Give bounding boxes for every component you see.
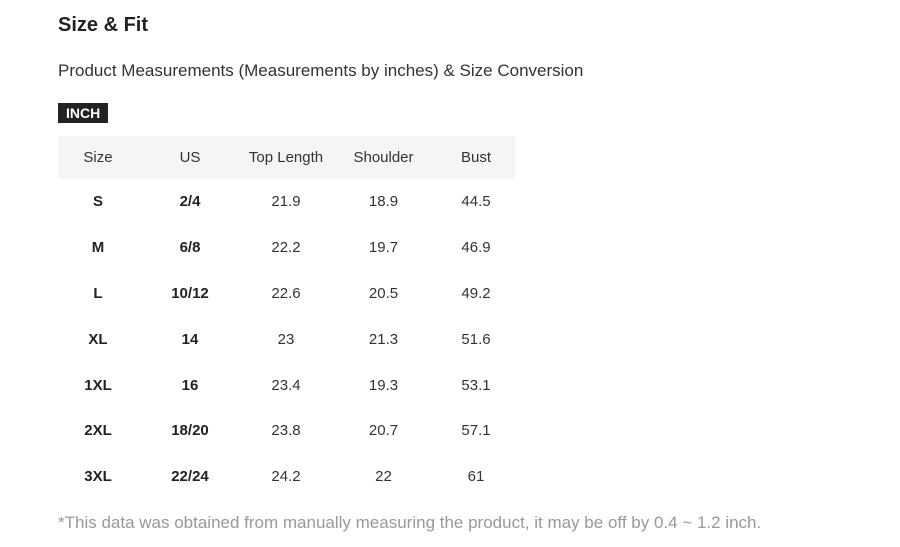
cell-us: 10/12 bbox=[171, 284, 209, 302]
cell-bust: 44.5 bbox=[461, 193, 491, 211]
cell-size: XL bbox=[88, 330, 108, 348]
header-top-length: Top Length bbox=[242, 136, 330, 179]
cell-size: L bbox=[93, 284, 103, 302]
table-row: 3XL 22/24 24.2 22 61 bbox=[58, 454, 515, 500]
header-bust: Bust bbox=[437, 136, 515, 179]
cell-us: 14 bbox=[181, 330, 199, 348]
table-row: M 6/8 22.2 19.7 46.9 bbox=[58, 225, 515, 271]
cell-bust: 57.1 bbox=[461, 422, 491, 440]
cell-top-length: 21.9 bbox=[271, 193, 301, 211]
cell-bust: 46.9 bbox=[461, 239, 491, 257]
cell-us: 2/4 bbox=[179, 193, 201, 211]
cell-top-length: 24.2 bbox=[271, 468, 301, 486]
cell-top-length: 23.8 bbox=[271, 422, 301, 440]
cell-shoulder: 22 bbox=[375, 468, 392, 486]
cell-size: 2XL bbox=[84, 422, 112, 440]
measurement-disclaimer: *This data was obtained from manually me… bbox=[58, 513, 762, 532]
cell-bust: 61 bbox=[467, 468, 485, 486]
cell-top-length: 23 bbox=[277, 330, 295, 348]
cell-shoulder: 19.7 bbox=[368, 239, 399, 257]
cell-size: S bbox=[92, 193, 103, 211]
cell-shoulder: 19.3 bbox=[368, 376, 399, 394]
table-row: 2XL 18/20 23.8 20.7 57.1 bbox=[58, 408, 515, 454]
size-fit-heading: Size & Fit bbox=[58, 14, 149, 36]
cell-top-length: 22.6 bbox=[271, 284, 301, 302]
cell-shoulder: 20.5 bbox=[368, 284, 399, 302]
table-header-row: Size US Top Length Shoulder Bust bbox=[58, 136, 515, 179]
cell-bust: 53.1 bbox=[461, 376, 491, 394]
cell-top-length: 22.2 bbox=[271, 239, 301, 257]
table-row: XL 14 23 21.3 51.6 bbox=[58, 316, 515, 362]
cell-us: 6/8 bbox=[179, 239, 201, 257]
header-shoulder: Shoulder bbox=[330, 136, 437, 179]
cell-bust: 49.2 bbox=[461, 284, 491, 302]
cell-size: 1XL bbox=[84, 376, 112, 394]
table-row: S 2/4 21.9 18.9 44.5 bbox=[58, 179, 515, 225]
cell-bust: 51.6 bbox=[461, 330, 491, 348]
table-row: L 10/12 22.6 20.5 49.2 bbox=[58, 271, 515, 317]
cell-size: M bbox=[91, 239, 105, 257]
header-us: US bbox=[138, 136, 242, 179]
size-chart-table: Size US Top Length Shoulder Bust S 2/4 2… bbox=[58, 136, 515, 500]
cell-size: 3XL bbox=[84, 468, 112, 486]
unit-tag-inch[interactable]: INCH bbox=[58, 103, 109, 123]
cell-top-length: 23.4 bbox=[271, 376, 301, 394]
cell-us: 18/20 bbox=[171, 422, 209, 440]
table-row: 1XL 16 23.4 19.3 53.1 bbox=[58, 362, 515, 408]
cell-shoulder: 21.3 bbox=[368, 330, 399, 348]
cell-us: 22/24 bbox=[171, 468, 209, 486]
measurements-subheading: Product Measurements (Measurements by in… bbox=[58, 61, 584, 80]
cell-shoulder: 18.9 bbox=[368, 193, 399, 211]
cell-shoulder: 20.7 bbox=[368, 422, 399, 440]
cell-us: 16 bbox=[181, 376, 199, 394]
header-size: Size bbox=[58, 136, 138, 179]
